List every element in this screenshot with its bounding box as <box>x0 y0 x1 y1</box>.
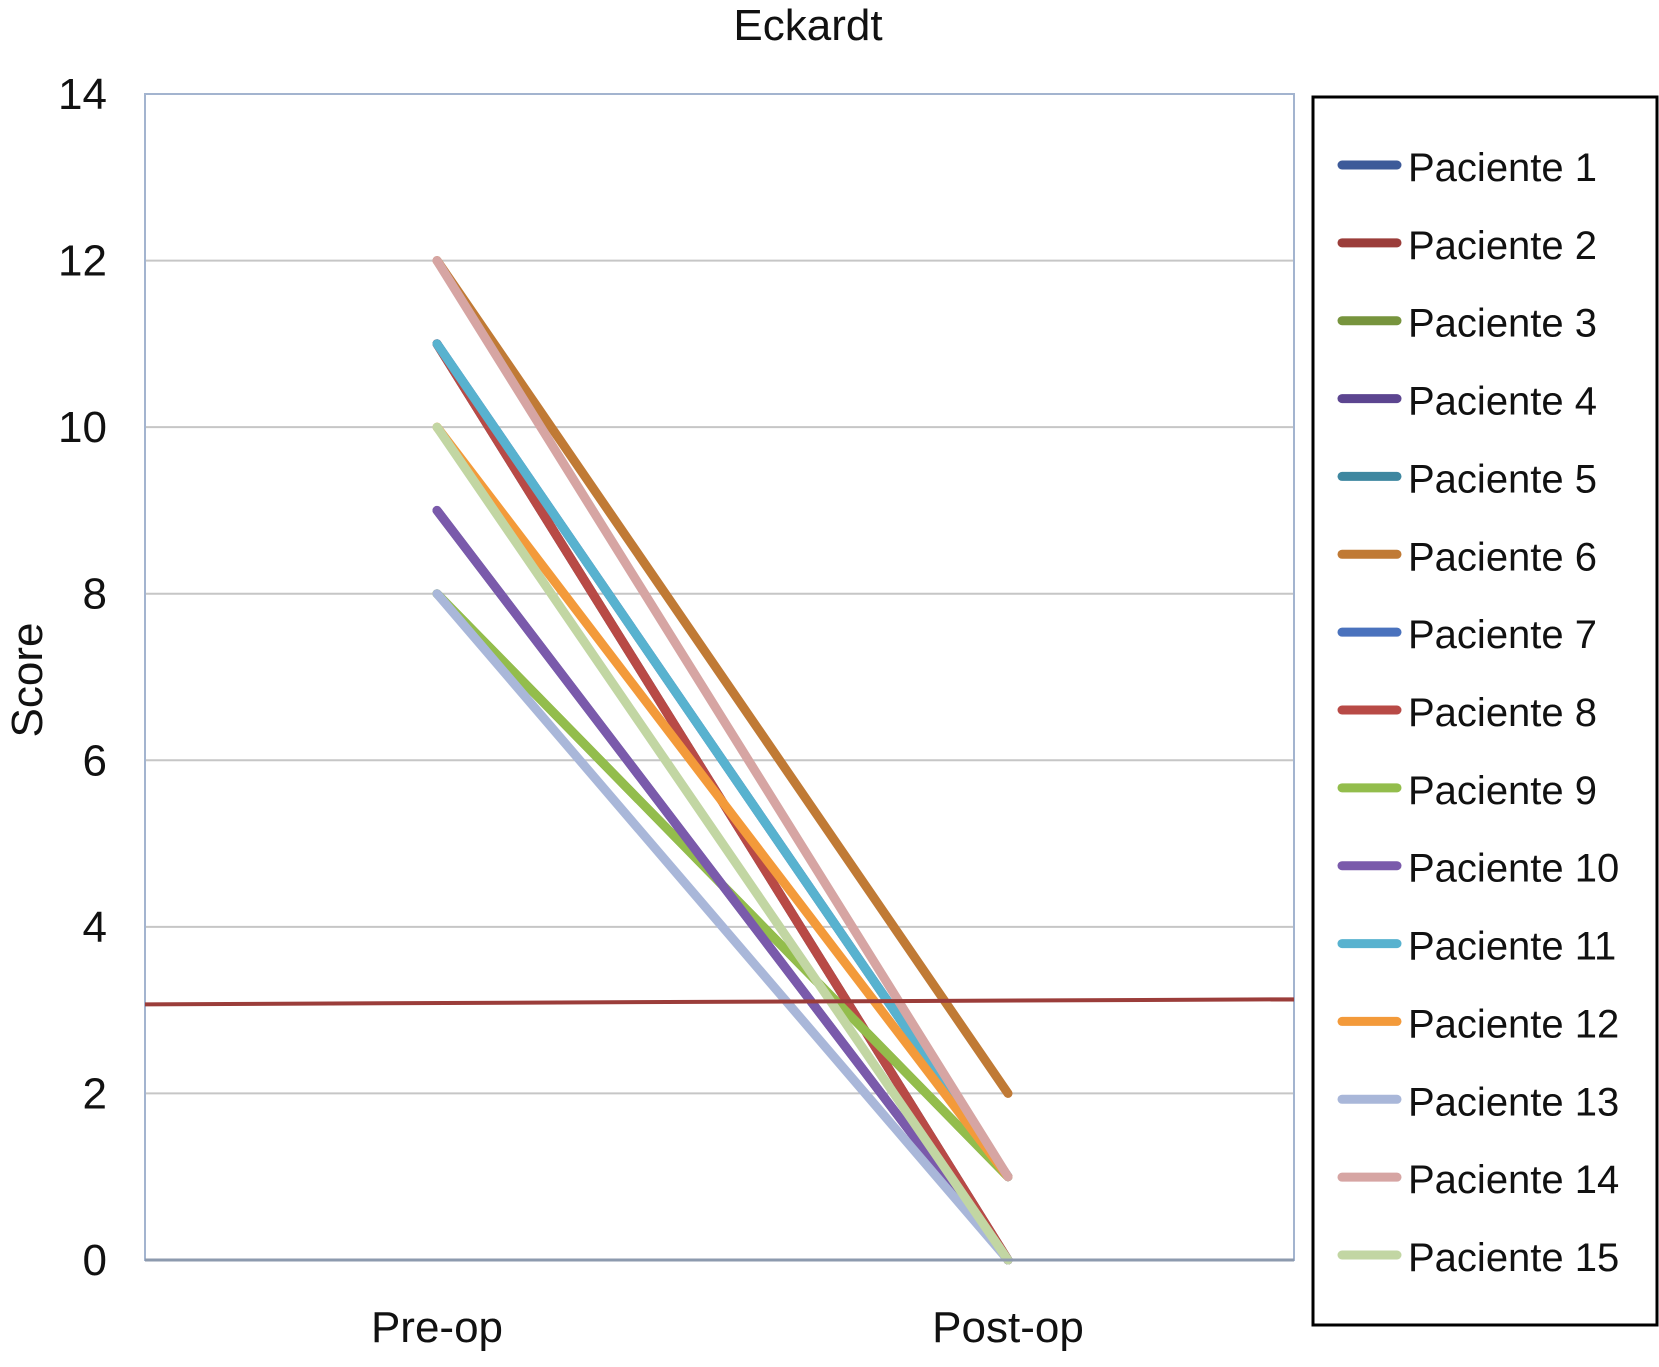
legend: Paciente 1 Paciente 2 Paciente 3 Paciente 4… <box>1337 146 1619 1280</box>
legend-label: Paciente 11 <box>1408 925 1616 969</box>
y-tick-label: 12 <box>58 237 107 286</box>
series-line-11 <box>432 339 1013 1182</box>
y-tick-label: 2 <box>83 1069 107 1118</box>
y-tick-label: 6 <box>83 736 107 785</box>
y-tick-label: 14 <box>58 70 107 119</box>
legend-label: Paciente 13 <box>1408 1080 1619 1124</box>
legend-item: Paciente 14 <box>1337 1158 1619 1202</box>
legend-item: Paciente 10 <box>1337 847 1619 891</box>
y-axis-label: Score <box>3 623 52 738</box>
legend-label: Paciente 9 <box>1408 769 1597 813</box>
legend-label: Paciente 8 <box>1408 691 1597 735</box>
legend-item: Paciente 4 <box>1337 380 1597 424</box>
series-line-12 <box>432 422 1013 1182</box>
legend-label: Paciente 2 <box>1408 224 1597 268</box>
series-lines <box>432 256 1013 1265</box>
series-line-14 <box>432 256 1013 1182</box>
x-axis-ticks: Pre-op Post-op <box>371 1303 1084 1352</box>
legend-item: Paciente 2 <box>1337 224 1597 268</box>
legend-label: Paciente 4 <box>1408 380 1597 424</box>
chart-title: Eckardt <box>733 1 882 50</box>
series-line-13 <box>432 589 1013 1265</box>
y-tick-label: 10 <box>58 403 107 452</box>
legend-label: Paciente 1 <box>1408 146 1597 190</box>
y-tick-label: 8 <box>83 570 107 619</box>
legend-item: Paciente 8 <box>1337 691 1597 735</box>
legend-item: Paciente 3 <box>1337 302 1597 346</box>
x-tick-label: Post-op <box>932 1303 1084 1352</box>
legend-label: Paciente 14 <box>1408 1158 1619 1202</box>
legend-item: Paciente 13 <box>1337 1080 1619 1124</box>
x-tick-label: Pre-op <box>371 1303 503 1352</box>
legend-item: Paciente 1 <box>1337 146 1597 190</box>
series-line-10 <box>432 505 1013 1265</box>
legend-label: Paciente 15 <box>1408 1236 1619 1280</box>
series-line-6 <box>432 256 1013 1098</box>
reference-line <box>144 997 1295 1007</box>
legend-label: Paciente 12 <box>1408 1002 1619 1046</box>
legend-label: Paciente 7 <box>1408 613 1597 657</box>
legend-label: Paciente 5 <box>1408 457 1597 501</box>
legend-item: Paciente 11 <box>1337 925 1616 969</box>
legend-item: Paciente 6 <box>1337 535 1597 579</box>
y-tick-label: 4 <box>83 903 107 952</box>
legend-item: Paciente 7 <box>1337 613 1597 657</box>
legend-item: Paciente 15 <box>1337 1236 1619 1280</box>
legend-item: Paciente 12 <box>1337 1002 1619 1046</box>
legend-label: Paciente 10 <box>1408 847 1619 891</box>
y-axis-ticks: 0 2 4 6 8 10 12 14 <box>58 70 107 1285</box>
legend-item: Paciente 5 <box>1337 457 1597 501</box>
legend-label: Paciente 3 <box>1408 302 1597 346</box>
series-line-15 <box>432 422 1013 1265</box>
legend-label: Paciente 6 <box>1408 535 1597 579</box>
y-tick-label: 0 <box>83 1236 107 1285</box>
legend-item: Paciente 9 <box>1337 769 1597 813</box>
